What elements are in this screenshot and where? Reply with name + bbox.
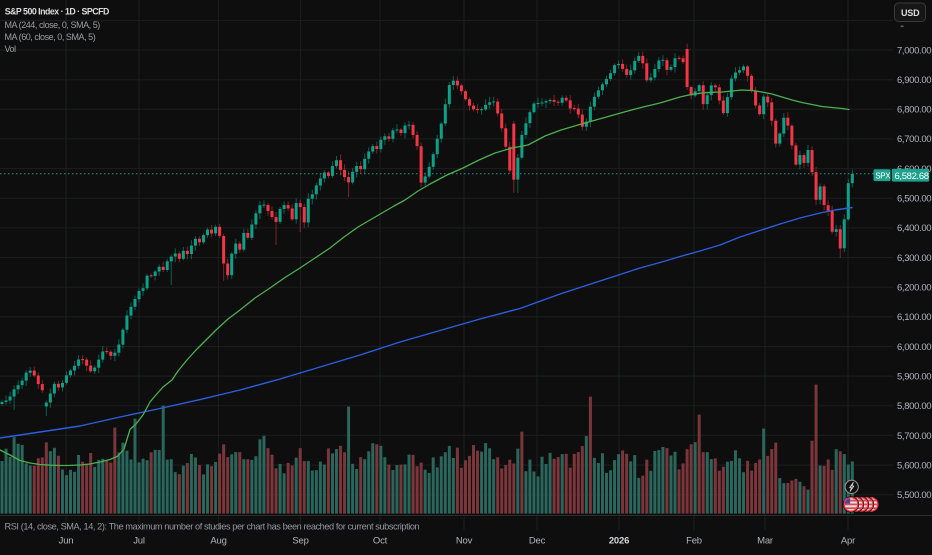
svg-text:Dec: Dec <box>529 536 546 547</box>
svg-text:6,500.00: 6,500.00 <box>897 194 931 205</box>
svg-text:Nov: Nov <box>456 536 473 547</box>
svg-text:Vol: Vol <box>5 44 17 54</box>
svg-text:5,800.00: 5,800.00 <box>897 401 931 412</box>
svg-text:6,800.00: 6,800.00 <box>897 105 931 116</box>
svg-text:6,700.00: 6,700.00 <box>897 134 931 145</box>
svg-text:S&P 500 Index · 1D · SPCFD: S&P 500 Index · 1D · SPCFD <box>5 6 109 16</box>
svg-text:6,582.68: 6,582.68 <box>895 171 929 182</box>
svg-text:6,100.00: 6,100.00 <box>897 312 931 323</box>
svg-text:6,900.00: 6,900.00 <box>897 75 931 86</box>
svg-text:Aug: Aug <box>210 536 226 547</box>
svg-text:Sep: Sep <box>292 536 308 547</box>
svg-text:5,500.00: 5,500.00 <box>897 490 931 501</box>
svg-text:USD: USD <box>901 8 920 18</box>
svg-text:MA (60, close, 0, SMA, 5): MA (60, close, 0, SMA, 5) <box>5 32 96 42</box>
svg-text:6,400.00: 6,400.00 <box>897 223 931 234</box>
svg-text:Oct: Oct <box>373 536 388 547</box>
svg-text:6,000.00: 6,000.00 <box>897 342 931 353</box>
svg-text:5,600.00: 5,600.00 <box>897 460 931 471</box>
svg-text:6,300.00: 6,300.00 <box>897 253 931 264</box>
svg-text:5,700.00: 5,700.00 <box>897 431 931 442</box>
svg-text:Feb: Feb <box>686 536 702 547</box>
svg-text:Mar: Mar <box>757 536 773 547</box>
svg-text:6,200.00: 6,200.00 <box>897 283 931 294</box>
svg-text:2026: 2026 <box>609 536 629 547</box>
svg-text:Apr: Apr <box>841 536 855 547</box>
svg-text:Jun: Jun <box>59 536 74 547</box>
svg-text:MA (244, close, 0, SMA, 5): MA (244, close, 0, SMA, 5) <box>5 20 101 30</box>
svg-text:5,900.00: 5,900.00 <box>897 371 931 382</box>
svg-text:SPX: SPX <box>875 171 891 180</box>
svg-text:Jul: Jul <box>133 536 145 547</box>
svg-text:7,000.00: 7,000.00 <box>897 45 931 56</box>
svg-text:RSI (14, close, SMA, 14, 2): T: RSI (14, close, SMA, 14, 2): The maximum… <box>5 522 420 532</box>
